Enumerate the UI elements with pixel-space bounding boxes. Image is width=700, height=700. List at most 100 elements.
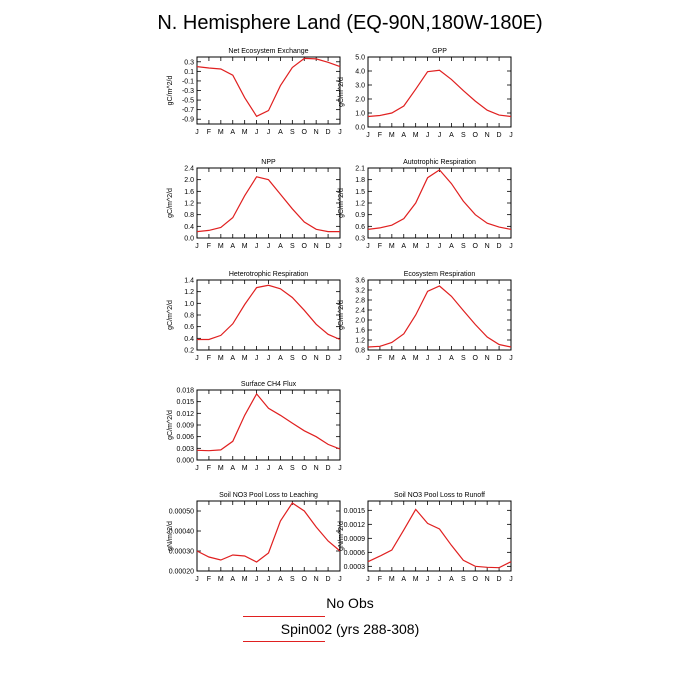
chart-8-xtick-label: N — [314, 576, 319, 583]
chart-3-ylabel: gC/m^2/d — [167, 188, 174, 218]
chart-1-xtick-label: M — [242, 129, 248, 136]
chart-3-xtick-label: F — [207, 243, 211, 250]
chart-8-xtick-label: J — [195, 576, 199, 583]
chart-4-ylabel: gC/m^2/d — [338, 188, 345, 218]
chart-8-xtick-label: S — [290, 576, 295, 583]
chart-8-ytick-label: 0.00040 — [169, 529, 194, 536]
chart-2-ytick-label: 4.0 — [355, 69, 365, 76]
chart-6-xtick-label: J — [438, 355, 442, 362]
chart-4-ytick-label: 2.1 — [355, 166, 365, 173]
chart-6-xtick-label: F — [378, 355, 382, 362]
chart-3-ytick-label: 1.2 — [184, 201, 194, 208]
chart-9-xtick-label: A — [401, 576, 406, 583]
chart-8-xtick-label: O — [302, 576, 308, 583]
chart-2-xtick-label: A — [449, 132, 454, 139]
chart-5-xtick-label: M — [218, 355, 224, 362]
chart-3-xtick-label: A — [278, 243, 283, 250]
chart-2-xtick-label: M — [413, 132, 419, 139]
chart-2-xtick-label: J — [366, 132, 370, 139]
chart-2-xtick-label: D — [497, 132, 502, 139]
chart-2-frame — [367, 56, 512, 128]
chart-2-xtick-label: N — [485, 132, 490, 139]
chart-5-frame — [196, 279, 341, 351]
chart-5-ytick-label: 0.6 — [184, 324, 194, 331]
chart-8-title: Soil NO3 Pool Loss to Leaching — [219, 492, 318, 499]
chart-7-xtick-label: M — [218, 465, 224, 472]
chart-5-xtick-label: J — [338, 355, 342, 362]
chart-8-xtick-label: J — [255, 576, 259, 583]
chart-6-ytick-label: 3.6 — [355, 278, 365, 285]
chart-7-ytick-label: 0.003 — [176, 446, 194, 453]
chart-1-title: Net Ecosystem Exchange — [228, 48, 308, 55]
chart-4-xtick-label: D — [497, 243, 502, 250]
chart-9-xtick-label: J — [366, 576, 370, 583]
chart-5-xtick-label: J — [195, 355, 199, 362]
chart-7-xtick-label: J — [267, 465, 271, 472]
legend-obs-label: No Obs — [326, 595, 374, 611]
chart-3-title: NPP — [261, 159, 276, 166]
chart-8-xtick-label: J — [267, 576, 271, 583]
chart-4-frame — [367, 167, 512, 239]
chart-7-ytick-label: 0.018 — [176, 388, 194, 395]
chart-1-xtick-label: J — [195, 129, 199, 136]
chart-6-xtick-label: M — [389, 355, 395, 362]
chart-4-xtick-label: S — [461, 243, 466, 250]
chart-1-xtick-label: J — [338, 129, 342, 136]
legend-model-label: Spin002 (yrs 288-308) — [280, 621, 420, 637]
chart-5-xtick-label: J — [255, 355, 259, 362]
chart-1-ylabel: gC/m^2/d — [167, 76, 174, 106]
chart-3-xtick-label: J — [338, 243, 342, 250]
chart-2-xtick-label: M — [389, 132, 395, 139]
chart-8-ylabel: gN/m^2/d — [167, 521, 174, 551]
chart-7-xtick-label: M — [242, 465, 248, 472]
chart-7-ytick-label: 0.009 — [176, 423, 194, 430]
chart-4-title: Autotrophic Respiration — [403, 159, 476, 166]
chart-6-xtick-label: M — [413, 355, 419, 362]
chart-4-xtick-label: F — [378, 243, 382, 250]
chart-5-xtick-label: O — [302, 355, 308, 362]
chart-7-title: Surface CH4 Flux — [241, 381, 297, 388]
chart-7-xtick-label: S — [290, 465, 295, 472]
chart-7-xtick-label: O — [302, 465, 308, 472]
chart-4-xtick-label: A — [401, 243, 406, 250]
chart-5-xtick-label: D — [326, 355, 331, 362]
chart-3-xtick-label: J — [195, 243, 199, 250]
chart-2-title: GPP — [432, 48, 447, 55]
chart-3-ytick-label: 0.0 — [184, 236, 194, 243]
chart-1-ytick-label: -0.5 — [182, 98, 194, 105]
chart-1-frame — [196, 56, 341, 125]
chart-5-ytick-label: 1.4 — [184, 278, 194, 285]
chart-1-series-line — [196, 57, 341, 118]
chart-6-xtick-label: O — [473, 355, 479, 362]
chart-9-ytick-label: 0.0009 — [344, 536, 366, 543]
chart-6-ytick-label: 2.0 — [355, 318, 365, 325]
chart-6-xtick-label: D — [497, 355, 502, 362]
chart-5-xtick-label: F — [207, 355, 211, 362]
chart-2-xtick-label: F — [378, 132, 382, 139]
chart-6-ytick-label: 3.2 — [355, 288, 365, 295]
chart-3-xtick-label: A — [230, 243, 235, 250]
chart-1-xtick-label: D — [326, 129, 331, 136]
chart-2-ylabel: gC/m^2/d — [338, 77, 345, 107]
chart-9-ytick-label: 0.0006 — [344, 550, 366, 557]
chart-7-xtick-label: J — [255, 465, 259, 472]
chart-5-xtick-label: N — [314, 355, 319, 362]
chart-3-xtick-label: O — [302, 243, 308, 250]
chart-9-xtick-label: J — [426, 576, 430, 583]
chart-2-xtick-label: A — [401, 132, 406, 139]
chart-5-xtick-label: M — [242, 355, 248, 362]
chart-7-xtick-label: N — [314, 465, 319, 472]
chart-3-ytick-label: 2.0 — [184, 177, 194, 184]
chart-6-ytick-label: 0.8 — [355, 348, 365, 355]
chart-5-ytick-label: 1.0 — [184, 301, 194, 308]
chart-2-xtick-label: O — [473, 132, 479, 139]
chart-4-series-line — [367, 169, 512, 230]
chart-3-xtick-label: N — [314, 243, 319, 250]
chart-1-xtick-label: A — [278, 129, 283, 136]
chart-5-title: Heterotrophic Respiration — [229, 271, 308, 278]
chart-9-xtick-label: S — [461, 576, 466, 583]
chart-4-ytick-label: 1.2 — [355, 201, 365, 208]
legend-model-line — [243, 641, 325, 642]
chart-9-xtick-label: J — [509, 576, 513, 583]
